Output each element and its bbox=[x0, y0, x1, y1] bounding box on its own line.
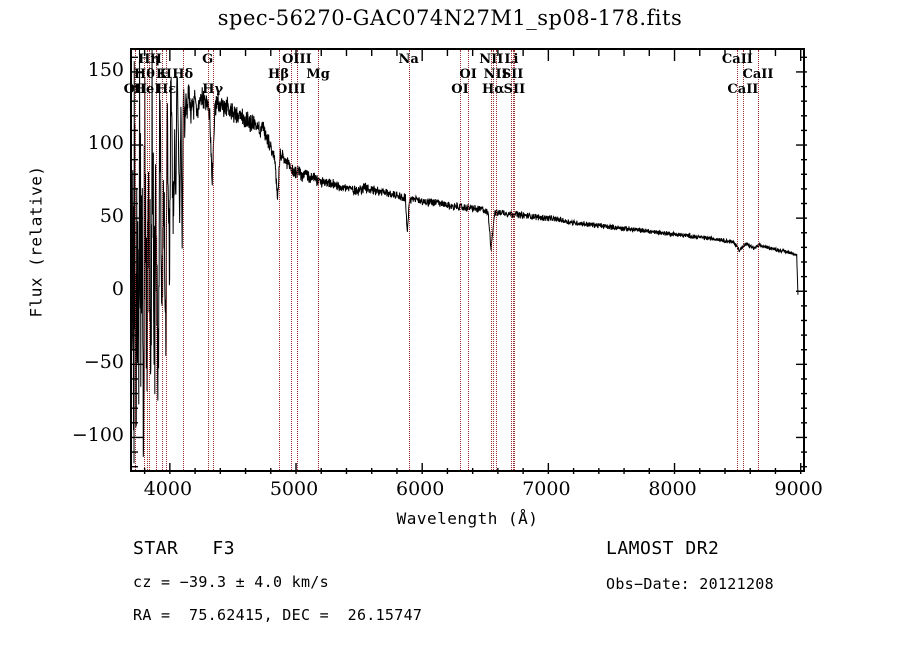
spectral-line-label: K bbox=[155, 67, 168, 82]
spectral-line-marker bbox=[278, 50, 280, 470]
spectral-line-label: NII bbox=[483, 67, 508, 82]
plot-inner-area bbox=[132, 50, 803, 470]
spectral-line-marker bbox=[495, 50, 497, 470]
spectral-line-marker bbox=[290, 50, 292, 470]
spectral-line-label: OII bbox=[123, 82, 148, 97]
spectrum-plot-frame: Hη H G OIII Na NII Li CaII Hθ K H Hδ Hβ Mg OI NII SII CaI… bbox=[124, 48, 807, 474]
spectral-line-label: H bbox=[159, 67, 172, 82]
spectral-line-label: CaII bbox=[721, 52, 753, 67]
axis-ticks bbox=[132, 50, 807, 474]
redshift-velocity: cz = −39.3 ± 4.0 km/s bbox=[133, 573, 329, 591]
spectral-line-label: Hε bbox=[156, 82, 177, 97]
spectral-line-marker bbox=[491, 50, 493, 470]
spectral-line-label: G bbox=[202, 52, 214, 67]
spectral-line-label: Hγ bbox=[202, 82, 224, 97]
spectral-line-marker bbox=[135, 50, 137, 470]
y-axis-title: Flux (relative) bbox=[26, 165, 46, 318]
x-tick-label: 5000 bbox=[269, 478, 319, 500]
y-tick-label: 150 bbox=[87, 58, 124, 81]
y-tick-label: 50 bbox=[99, 205, 124, 228]
spectral-line-marker bbox=[493, 50, 495, 470]
spectral-line-marker bbox=[408, 50, 410, 470]
spectral-line-label: Hδ bbox=[172, 67, 194, 82]
spectral-line-marker bbox=[512, 50, 514, 470]
spectral-line-marker bbox=[212, 50, 214, 470]
x-tick-label: 8000 bbox=[648, 478, 697, 500]
spectral-line-label: NII bbox=[479, 52, 504, 67]
spectral-line-marker bbox=[514, 50, 516, 470]
spectral-line-marker bbox=[742, 50, 744, 470]
y-tick-label: 100 bbox=[87, 132, 124, 154]
x-axis-tick-labels: 4000 5000 6000 7000 8000 9000 bbox=[130, 478, 823, 502]
object-type-label: STAR F3 bbox=[133, 538, 235, 559]
coordinates: RA = 75.62415, DEC = 26.15747 bbox=[133, 606, 423, 624]
spectral-line-marker bbox=[166, 50, 168, 470]
spectral-line-label: H bbox=[149, 52, 162, 67]
x-tick-label: 6000 bbox=[396, 478, 445, 500]
spectral-line-label: Hβ bbox=[268, 67, 289, 82]
spectral-line-marker bbox=[758, 50, 759, 470]
spectral-line-label: Mg bbox=[306, 67, 330, 82]
spectral-line-marker bbox=[511, 50, 513, 470]
page-title: spec-56270-GAC074N27M1_sp08-178.fits bbox=[217, 6, 683, 30]
spectral-line-label: SII bbox=[501, 67, 524, 82]
observation-date: Obs−Date: 20121208 bbox=[606, 575, 774, 593]
flux-trace bbox=[132, 50, 798, 463]
y-axis-tick-labels: 150 100 50 0 −50 −100 bbox=[52, 48, 124, 472]
spectral-line-label: CaII bbox=[742, 67, 774, 82]
spectral-line-label: Li bbox=[504, 52, 519, 67]
spectral-line-label: OIII bbox=[282, 52, 312, 67]
spectral-line-marker bbox=[207, 50, 209, 470]
spectral-class: F3 bbox=[212, 538, 236, 559]
spectral-line-marker bbox=[182, 50, 184, 470]
spectral-line-label: Hη bbox=[138, 52, 160, 67]
spectrum-curve bbox=[132, 50, 803, 470]
spectral-line-marker bbox=[161, 50, 163, 470]
x-tick-label: 4000 bbox=[143, 478, 193, 500]
spectral-line-marker bbox=[147, 50, 149, 470]
spectral-line-label: SII bbox=[503, 82, 526, 97]
y-tick-label: 0 bbox=[111, 278, 124, 301]
spectral-line-label: Hα bbox=[482, 82, 505, 97]
object-type: STAR bbox=[133, 538, 179, 559]
spectral-line-marker bbox=[144, 50, 146, 470]
x-tick-label: 9000 bbox=[774, 478, 823, 500]
spectral-line-marker bbox=[149, 50, 150, 470]
spectral-line-label: OIII bbox=[276, 82, 306, 97]
spectral-line-marker bbox=[318, 50, 320, 470]
spectral-line-marker bbox=[460, 50, 461, 470]
x-tick-label: 7000 bbox=[522, 478, 571, 500]
spectral-line-label: CaII bbox=[727, 82, 759, 97]
spectral-line-label: OI bbox=[451, 82, 469, 97]
spectral-line-marker bbox=[155, 50, 157, 470]
spectral-line-label: OI bbox=[459, 67, 477, 82]
x-axis-title: Wavelength (Å) bbox=[396, 509, 539, 528]
y-tick-label: −50 bbox=[83, 351, 124, 374]
spectral-line-label: Na bbox=[398, 52, 419, 67]
spectral-line-label: HeI bbox=[133, 82, 161, 97]
survey-label: LAMOST DR2 bbox=[606, 538, 720, 559]
spectral-line-marker bbox=[468, 50, 470, 470]
spectral-line-marker bbox=[737, 50, 739, 470]
spectral-line-marker bbox=[296, 50, 298, 470]
y-tick-label: −100 bbox=[71, 424, 124, 447]
